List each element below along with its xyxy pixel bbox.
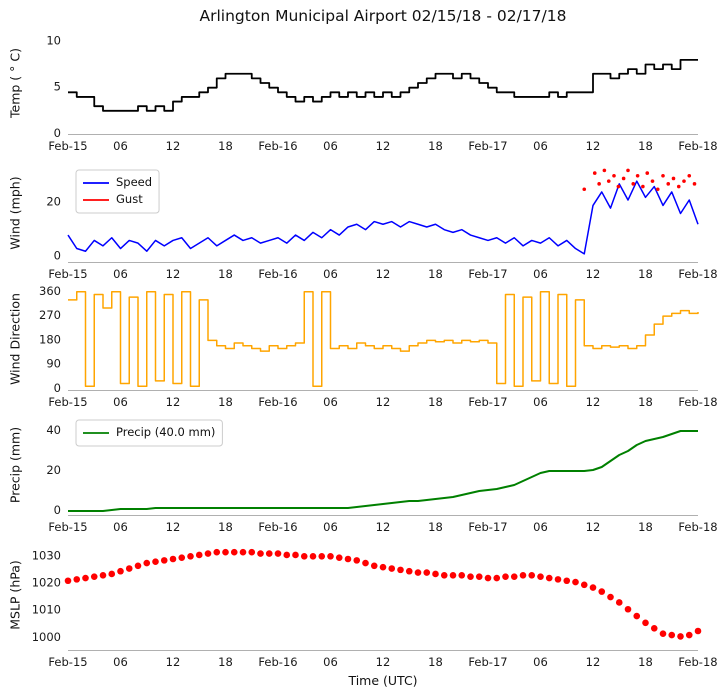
figure-title: Arlington Municipal Airport 02/15/18 - 0…	[199, 7, 567, 25]
x-axis-label: Time (UTC)	[348, 673, 418, 688]
wind-speed-y-axis-label: Wind (mph)	[7, 176, 23, 250]
mslp-y-axis-label: MSLP (hPa)	[7, 560, 23, 630]
temp-y-axis-label: Temp ( ° C)	[7, 48, 23, 118]
wind-direction-y-axis-label: Wind Direction	[7, 293, 23, 385]
precip-y-axis-label: Precip (mm)	[7, 426, 23, 504]
